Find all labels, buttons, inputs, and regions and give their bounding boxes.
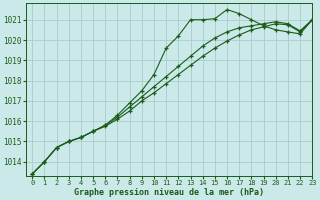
X-axis label: Graphe pression niveau de la mer (hPa): Graphe pression niveau de la mer (hPa) bbox=[74, 188, 264, 197]
